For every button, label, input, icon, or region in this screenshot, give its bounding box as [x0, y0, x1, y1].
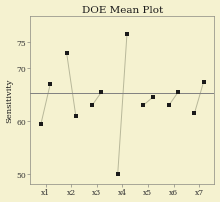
- Y-axis label: Sensitivity: Sensitivity: [6, 78, 14, 123]
- Title: DOE Mean Plot: DOE Mean Plot: [82, 5, 163, 15]
